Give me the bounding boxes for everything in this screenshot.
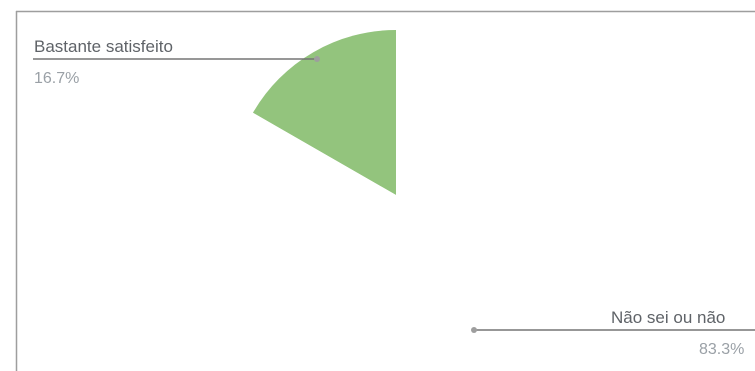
slice-value-label-1: 83.3% [699, 341, 744, 358]
slice-label-0: Bastante satisfeito [34, 37, 173, 56]
slice-value-label-0: 16.7% [34, 70, 79, 87]
pie-slice-0 [252, 30, 396, 195]
pie-slice-1 [230, 30, 561, 361]
slice-label-group-0: Bastante satisfeito 16.7% [33, 37, 320, 87]
leader-dot-1 [471, 327, 477, 333]
slice-label-group-1: Não sei ou não 83.3% [471, 308, 755, 358]
slice-label-1: Não sei ou não [611, 308, 725, 327]
pie-slices [230, 30, 561, 361]
leader-dot-0 [314, 56, 320, 62]
